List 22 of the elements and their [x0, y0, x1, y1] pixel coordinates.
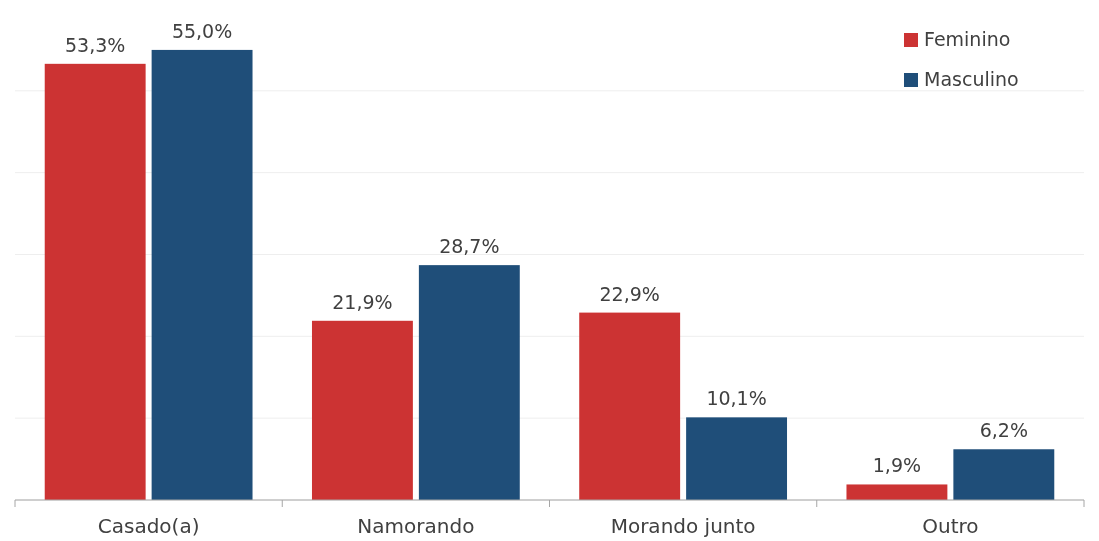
- bar: [418, 265, 520, 500]
- data-label: 21,9%: [332, 290, 393, 313]
- x-tick-label: Casado(a): [97, 514, 200, 538]
- bar: [846, 484, 948, 500]
- bar: [686, 417, 788, 500]
- bar: [44, 63, 146, 500]
- bar: [151, 49, 253, 500]
- data-label: 6,2%: [979, 419, 1028, 442]
- bar: [579, 312, 681, 500]
- x-tick-label: Namorando: [357, 514, 475, 538]
- data-label: 1,9%: [872, 454, 922, 477]
- x-tick-label: Outro: [922, 514, 979, 538]
- legend-label: Feminino: [924, 28, 1011, 50]
- x-tick-label: Morando junto: [610, 514, 756, 538]
- bar: [311, 320, 413, 500]
- bar: [953, 449, 1055, 500]
- data-label: 53,3%: [65, 33, 126, 56]
- data-label: 10,1%: [706, 387, 767, 410]
- data-label: 55,0%: [171, 19, 233, 42]
- data-label: 28,7%: [439, 235, 500, 258]
- legend-label: Masculino: [924, 68, 1019, 90]
- data-label: 22,9%: [599, 282, 660, 305]
